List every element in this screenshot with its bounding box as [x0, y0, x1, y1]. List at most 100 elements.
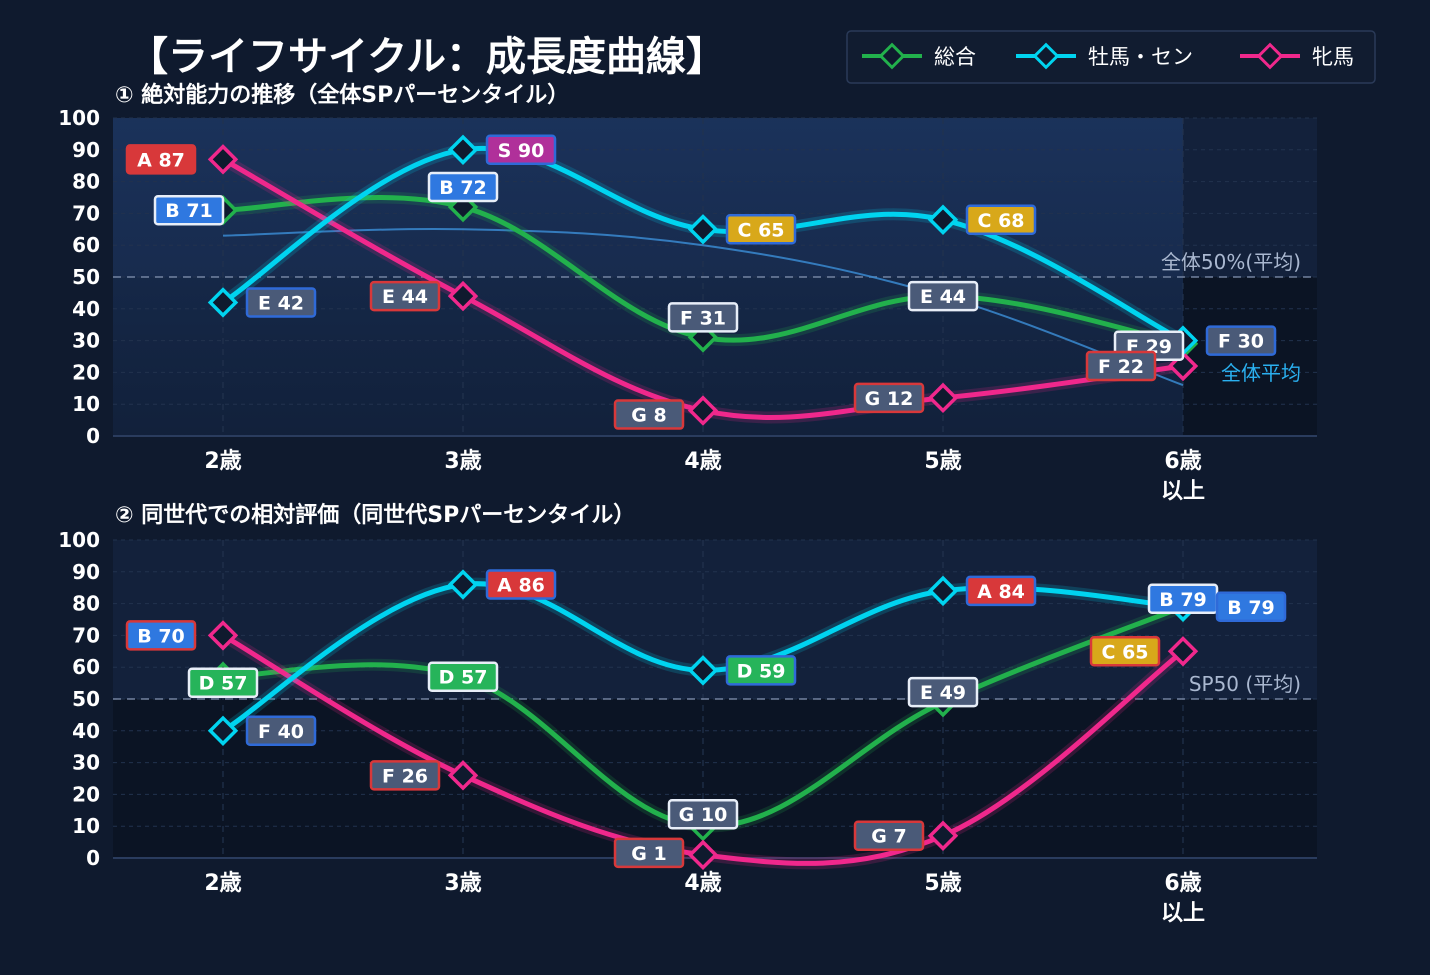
grade-value: 40 — [278, 721, 304, 743]
grade-badge-text: B 79 — [1227, 597, 1275, 619]
data-label-filly: F 22 — [1085, 350, 1157, 382]
legend-label: 牡馬・セン — [1088, 45, 1193, 69]
x-tick-label: 2歳 — [204, 449, 241, 474]
grade-badge-text: S 90 — [498, 140, 545, 162]
grade-badge-bg — [965, 204, 1037, 236]
badge-space — [1111, 356, 1118, 378]
data-label-colt: A 84 — [965, 575, 1037, 607]
grade-badge-text: F 30 — [1218, 331, 1264, 353]
grade-value: 90 — [518, 140, 544, 162]
badge-space — [152, 149, 159, 171]
y-tick-label: 20 — [72, 782, 100, 806]
grade-value: 57 — [461, 667, 487, 689]
y-tick-label: 80 — [72, 170, 100, 194]
grade-letter: E — [382, 286, 395, 308]
x-tick-label: 2歳 — [204, 871, 241, 896]
grade-badge-bg — [667, 798, 739, 830]
grade-badge-text: D 59 — [737, 660, 786, 682]
y-tick-label: 70 — [72, 623, 100, 647]
data-label-filly: C 65 — [1089, 636, 1161, 667]
grade-badge-bg — [153, 194, 225, 226]
grade-badge-text: B 72 — [439, 177, 487, 199]
y-tick-label: 10 — [72, 814, 100, 838]
overall-average-curve — [222, 228, 1184, 387]
badge-space — [454, 667, 461, 689]
badge-space — [512, 575, 519, 597]
x-tick-label: 6歳 — [1164, 871, 1201, 896]
badge-space — [992, 581, 999, 603]
y-tick-label: 0 — [86, 846, 100, 870]
grade-value: 79 — [1180, 589, 1206, 611]
grade-badge-bg — [187, 667, 259, 698]
grade-letter: A — [137, 149, 152, 171]
grade-value: 10 — [701, 804, 727, 826]
data-point-colt — [207, 715, 239, 747]
x-tick-label: 6歳 — [1164, 449, 1201, 474]
y-tick-label: 100 — [58, 528, 100, 552]
badge-space — [887, 826, 894, 848]
data-point-filly — [207, 620, 239, 651]
grade-letter: D — [439, 667, 455, 689]
data-label-total: G 10 — [667, 798, 739, 830]
data-label-total: B 71 — [153, 194, 225, 226]
badge-space — [694, 804, 701, 826]
grade-badge-bg — [1215, 591, 1287, 623]
grade-badge-text: C 65 — [1101, 641, 1148, 663]
data-label-total: E 49 — [907, 676, 979, 708]
y-tick-label: 20 — [72, 360, 100, 384]
badge-space — [395, 765, 402, 787]
grade-letter: G — [631, 843, 647, 865]
grade-value: 42 — [278, 292, 304, 314]
grade-badge-bg — [613, 399, 685, 430]
data-label-colt: E 42 — [245, 287, 317, 318]
data-point-filly — [207, 144, 239, 175]
grade-badge-text: G 7 — [871, 826, 906, 848]
y-tick-label: 10 — [72, 392, 100, 416]
grade-letter: F — [1098, 356, 1111, 378]
legend: 総合 牡馬・セン 牝馬 — [846, 30, 1376, 84]
x-tick-label: 4歳 — [684, 449, 721, 474]
badge-space — [1231, 331, 1238, 353]
badge-space — [1115, 641, 1122, 663]
grade-badge-bg — [369, 280, 441, 312]
y-tick-label: 60 — [72, 233, 100, 257]
grade-badge-bg — [427, 661, 499, 692]
data-label-total: B 72 — [427, 171, 499, 203]
grade-badge-bg — [125, 144, 197, 175]
legend-item-colt: 牡馬・セン — [1016, 42, 1193, 70]
grade-letter: B — [1227, 597, 1241, 619]
grade-letter: G — [631, 405, 647, 427]
grade-letter: D — [737, 660, 753, 682]
grade-badge-text: E 49 — [920, 682, 966, 704]
y-tick-label: 50 — [72, 687, 100, 711]
badge-space — [693, 307, 700, 329]
grade-badge-text: C 65 — [737, 219, 784, 241]
legend-item-total: 総合 — [862, 42, 976, 70]
panel-title: ① 絶対能力の推移（全体SPパーセンタイル） — [115, 82, 569, 108]
reference-line-label: SP50 (平均) — [1189, 672, 1301, 696]
grade-badge-bg — [907, 280, 979, 312]
grade-letter: A — [977, 581, 992, 603]
grade-badge-text: F 22 — [1098, 356, 1144, 378]
data-point-colt — [207, 287, 239, 318]
grade-value: 65 — [758, 219, 784, 241]
data-point-colt — [687, 214, 719, 245]
data-label-colt: C 65 — [725, 214, 797, 245]
data-label-filly: B 70 — [125, 620, 197, 651]
data-point-colt — [447, 569, 479, 600]
grade-badge-bg — [485, 134, 557, 166]
grade-badge-text: F 31 — [680, 307, 726, 329]
x-tick-label: 以上 — [1161, 479, 1205, 504]
badge-space — [647, 405, 654, 427]
grade-badge-bg — [245, 287, 317, 318]
grade-letter: B — [439, 177, 453, 199]
badge-space — [752, 660, 759, 682]
panel-title: ② 同世代での相対評価（同世代SPパーセンタイル） — [115, 502, 635, 528]
x-tick-label: 5歳 — [924, 449, 961, 474]
panel-relative: ② 同世代での相対評価（同世代SPパーセンタイル） 0 10 20 30 40 50 60 70… — [58, 502, 1317, 926]
grade-letter: B — [1159, 589, 1173, 611]
grade-value: 79 — [1248, 597, 1274, 619]
legend-label: 総合 — [934, 45, 976, 69]
y-tick-label: 70 — [72, 201, 100, 225]
badge-space — [511, 140, 518, 162]
